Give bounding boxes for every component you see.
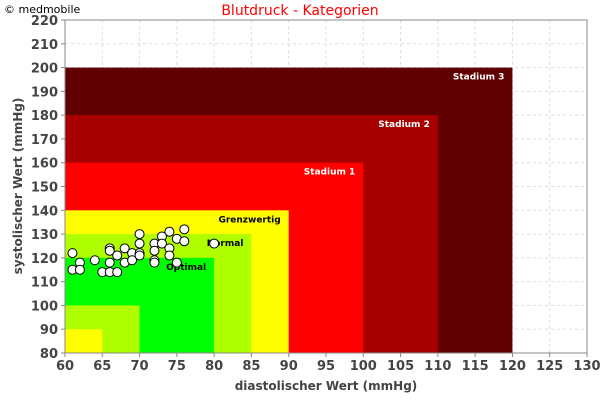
data-point xyxy=(104,245,115,256)
x-tick-label: 100 xyxy=(350,359,377,374)
y-tick-label: 160 xyxy=(31,157,58,172)
x-tick-label: 85 xyxy=(242,359,260,374)
zone-rect xyxy=(65,329,103,353)
zone-label: Grenzwertig xyxy=(218,215,280,225)
x-tick-label: 90 xyxy=(280,359,298,374)
data-point xyxy=(112,250,123,261)
data-points xyxy=(67,224,220,278)
data-point xyxy=(134,238,145,249)
y-tick-label: 190 xyxy=(31,85,58,100)
zone-label: Normal xyxy=(207,239,244,249)
y-tick-label: 80 xyxy=(40,347,58,362)
copyright: © medmobile xyxy=(4,3,81,16)
data-point xyxy=(171,257,182,268)
data-point xyxy=(164,226,175,237)
data-point xyxy=(179,224,190,235)
x-tick-label: 60 xyxy=(56,359,74,374)
x-tick-label: 110 xyxy=(424,359,451,374)
y-axis-label: systolischer Wert (mmHg) xyxy=(11,98,25,275)
y-tick-label: 90 xyxy=(40,323,58,338)
data-point xyxy=(156,238,167,249)
zones: Stadium 3 Stadium 2 Stadium 1 Grenzwertig No… xyxy=(65,67,513,354)
y-tick-label: 110 xyxy=(31,276,58,291)
x-tick-label: 95 xyxy=(317,359,335,374)
axes: 60 65 70 75 80 85 90 95 100 105 110 115 120 125 130 80 9… xyxy=(31,14,600,374)
y-tick-label: 180 xyxy=(31,109,58,124)
data-point xyxy=(127,255,138,266)
data-point xyxy=(67,248,78,259)
x-tick-label: 80 xyxy=(205,359,223,374)
x-tick-label: 120 xyxy=(499,359,526,374)
data-point xyxy=(149,245,160,256)
zone-label: Stadium 3 xyxy=(453,73,505,83)
y-tick-label: 100 xyxy=(31,299,58,314)
y-tick-label: 150 xyxy=(31,181,58,196)
data-point xyxy=(104,257,115,268)
x-tick-label: 70 xyxy=(131,359,149,374)
y-tick-label: 170 xyxy=(31,133,58,148)
data-point xyxy=(89,255,100,266)
data-point xyxy=(164,250,175,261)
x-tick-label: 130 xyxy=(573,359,600,374)
zone-label: Stadium 2 xyxy=(378,120,430,130)
x-tick-label: 125 xyxy=(536,359,563,374)
data-point xyxy=(134,229,145,240)
data-point xyxy=(112,267,123,278)
x-tick-label: 115 xyxy=(462,359,489,374)
y-tick-label: 220 xyxy=(31,14,58,29)
data-point xyxy=(209,238,220,249)
data-point xyxy=(179,236,190,247)
zone-label: Optimal xyxy=(166,263,206,273)
y-tick-label: 200 xyxy=(31,62,58,77)
chart-title: Blutdruck - Kategorien xyxy=(221,3,378,19)
y-tick-label: 140 xyxy=(31,204,58,219)
y-tick-label: 120 xyxy=(31,252,58,267)
data-point xyxy=(119,243,130,254)
x-tick-label: 65 xyxy=(93,359,111,374)
data-point xyxy=(149,257,160,268)
x-tick-label: 105 xyxy=(387,359,414,374)
x-axis-label: diastolischer Wert (mmHg) xyxy=(235,379,418,393)
data-point xyxy=(74,264,85,275)
y-tick-label: 210 xyxy=(31,38,58,53)
zone-label: Stadium 1 xyxy=(304,168,356,178)
data-point xyxy=(134,250,145,261)
x-tick-label: 75 xyxy=(168,359,186,374)
y-tick-label: 130 xyxy=(31,228,58,243)
